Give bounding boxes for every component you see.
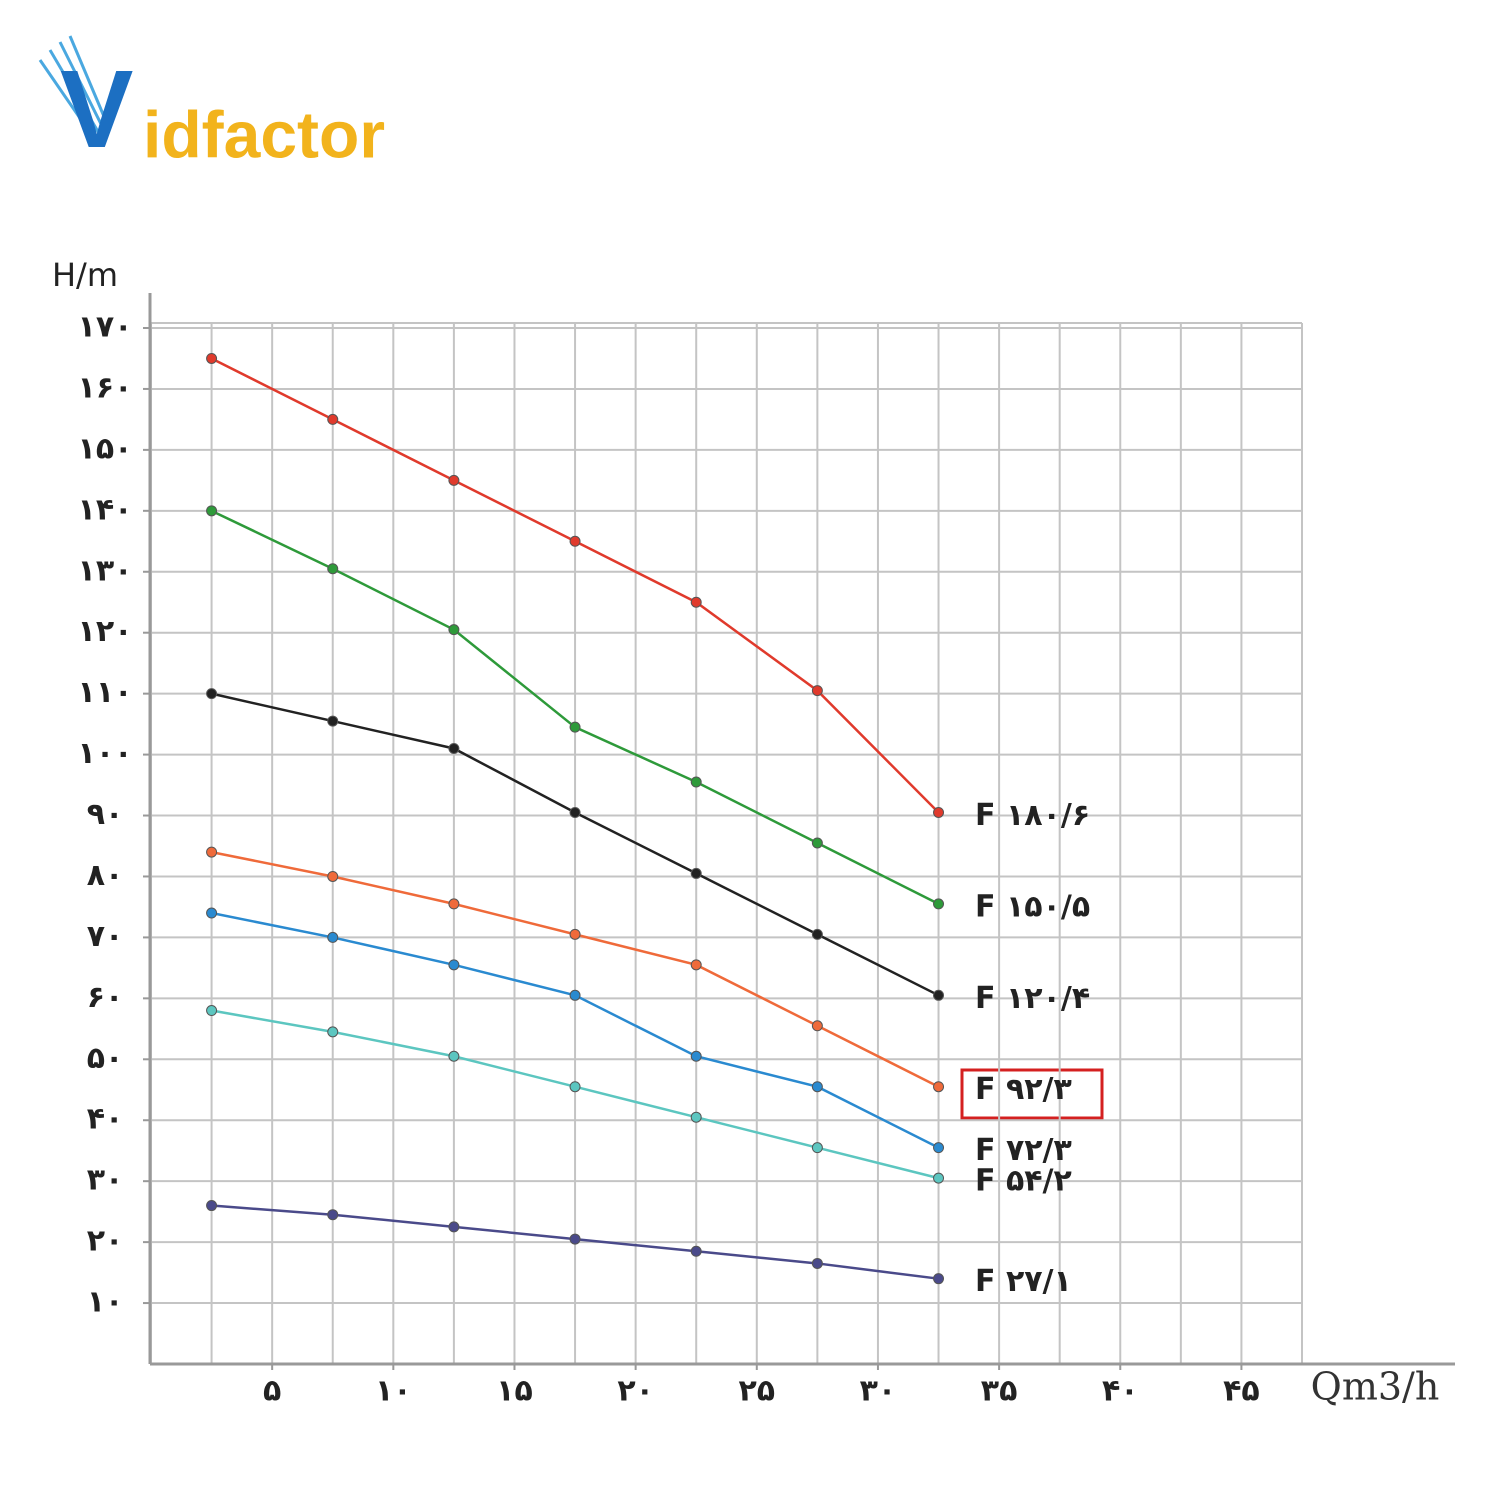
series: F ۵۴/۲ bbox=[206, 1005, 1072, 1199]
data-point bbox=[811, 1020, 823, 1032]
y-tick-label: ۱۵۰ bbox=[78, 431, 133, 466]
series: F ۲۷/۱ bbox=[206, 1200, 1072, 1299]
data-point bbox=[448, 959, 460, 971]
data-point bbox=[811, 1257, 823, 1269]
data-point bbox=[327, 870, 339, 882]
data-point bbox=[933, 806, 945, 818]
x-tick-label: ۴۰ bbox=[1102, 1374, 1139, 1409]
data-point bbox=[933, 1142, 945, 1154]
data-point bbox=[448, 1050, 460, 1062]
data-point bbox=[690, 959, 702, 971]
data-point bbox=[327, 1026, 339, 1038]
y-tick-label: ۵۰ bbox=[87, 1041, 124, 1076]
data-point bbox=[933, 1273, 945, 1285]
series: F ۱۲۰/۴ bbox=[206, 688, 1090, 1016]
series-label: F ۲۷/۱ bbox=[975, 1264, 1072, 1299]
data-point bbox=[811, 837, 823, 849]
y-tick-label: ۱۳۰ bbox=[78, 553, 133, 588]
data-point bbox=[690, 776, 702, 788]
series-label: F ۱۲۰/۴ bbox=[975, 981, 1090, 1016]
x-tick-label: ۳۵ bbox=[981, 1374, 1018, 1409]
y-tick-label: ۱۶۰ bbox=[78, 370, 133, 405]
y-tick-label: ۹۰ bbox=[87, 797, 124, 832]
data-point bbox=[327, 715, 339, 727]
x-axis-label: Qm3/h bbox=[1311, 1365, 1440, 1409]
data-point bbox=[206, 1200, 218, 1212]
y-tick-label: ۴۰ bbox=[87, 1102, 124, 1137]
series-label: F ۱۸۰/۶ bbox=[975, 798, 1090, 833]
data-point bbox=[569, 806, 581, 818]
data-point bbox=[569, 928, 581, 940]
data-point bbox=[690, 1111, 702, 1123]
data-point bbox=[811, 1081, 823, 1093]
data-point bbox=[327, 563, 339, 575]
data-point bbox=[448, 898, 460, 910]
y-axis-label: H/m bbox=[52, 256, 118, 294]
x-tick-label: ۴۵ bbox=[1223, 1374, 1260, 1409]
series-label: F ۵۴/۲ bbox=[975, 1164, 1072, 1199]
data-point bbox=[448, 742, 460, 754]
data-point bbox=[448, 624, 460, 636]
data-point bbox=[569, 721, 581, 733]
y-tick-label: ۷۰ bbox=[87, 919, 124, 954]
data-point bbox=[206, 505, 218, 517]
y-tick-label: ۱۰ bbox=[87, 1285, 124, 1320]
data-point bbox=[448, 474, 460, 486]
data-point bbox=[206, 1005, 218, 1017]
y-tick-label: ۱۲۰ bbox=[78, 614, 133, 649]
data-point bbox=[933, 989, 945, 1001]
y-tick-label: ۳۰ bbox=[87, 1163, 124, 1198]
data-point bbox=[448, 1221, 460, 1233]
series-label: F ۷۲/۳ bbox=[975, 1133, 1072, 1168]
data-point bbox=[811, 685, 823, 697]
data-point bbox=[811, 928, 823, 940]
series: F ۷۲/۳ bbox=[206, 907, 1072, 1168]
x-tick-label: ۵ bbox=[263, 1374, 281, 1409]
logo-rays bbox=[38, 35, 110, 141]
logo-text: idfactor bbox=[143, 97, 385, 171]
data-point bbox=[206, 846, 218, 858]
data-point bbox=[327, 931, 339, 943]
data-point bbox=[569, 1081, 581, 1093]
series: F ۹۲/۳ bbox=[206, 846, 1072, 1107]
series: F ۱۵۰/۵ bbox=[206, 505, 1090, 924]
data-point bbox=[690, 1245, 702, 1257]
y-tick-label: ۸۰ bbox=[87, 858, 124, 893]
x-tick-label: ۱۵ bbox=[496, 1374, 533, 1409]
x-tick-label: ۱۰ bbox=[375, 1374, 412, 1409]
x-tick-label: ۲۰ bbox=[617, 1374, 654, 1409]
data-point bbox=[569, 989, 581, 1001]
data-point bbox=[569, 535, 581, 547]
data-point bbox=[327, 1209, 339, 1221]
y-tick-label: ۶۰ bbox=[87, 980, 124, 1015]
y-tick-label: ۱۰۰ bbox=[78, 736, 133, 771]
data-point bbox=[690, 1050, 702, 1062]
data-point bbox=[933, 898, 945, 910]
data-point bbox=[206, 352, 218, 364]
logo: V idfactor bbox=[38, 35, 385, 171]
y-tick-label: ۱۴۰ bbox=[78, 492, 133, 527]
data-point bbox=[933, 1081, 945, 1093]
data-point bbox=[690, 867, 702, 879]
data-point bbox=[569, 1233, 581, 1245]
x-tick-label: ۳۰ bbox=[860, 1374, 897, 1409]
logo-mark: V bbox=[60, 48, 133, 171]
data-point bbox=[206, 688, 218, 700]
data-point bbox=[327, 413, 339, 425]
data-point bbox=[206, 907, 218, 919]
series-label: F ۱۵۰/۵ bbox=[975, 889, 1090, 924]
y-tick-label: ۱۱۰ bbox=[78, 675, 133, 710]
x-tick-label: ۲۵ bbox=[738, 1374, 775, 1409]
series: F ۱۸۰/۶ bbox=[206, 352, 1090, 833]
series-label: F ۹۲/۳ bbox=[975, 1072, 1072, 1107]
y-tick-label: ۲۰ bbox=[87, 1224, 124, 1259]
data-point bbox=[811, 1142, 823, 1154]
y-tick-label: ۱۷۰ bbox=[78, 310, 133, 345]
data-point bbox=[690, 596, 702, 608]
highlight-box bbox=[960, 1068, 1104, 1120]
data-point bbox=[933, 1172, 945, 1184]
